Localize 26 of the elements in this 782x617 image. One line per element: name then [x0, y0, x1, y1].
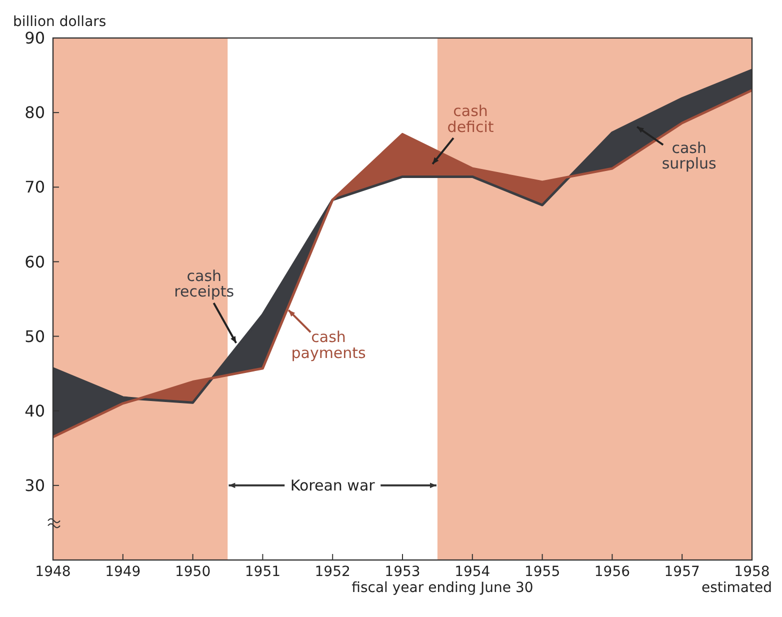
x-tick-label: 1952	[314, 564, 350, 580]
y-tick-label: 70	[24, 178, 45, 197]
x-axis-title: fiscal year ending June 30	[352, 580, 534, 596]
band-label: Korean war	[290, 476, 376, 495]
annotation: cash surplus	[662, 138, 717, 173]
x-tick-label: 1949	[105, 564, 141, 580]
x-tick-label: 1954	[454, 564, 490, 580]
x-tick-label: 1948	[35, 564, 71, 580]
y-tick-label: 90	[24, 28, 45, 48]
x-tick-label: 1953	[384, 564, 420, 580]
x-tick-label: 1955	[524, 564, 560, 580]
annotation: cash receipts	[174, 266, 234, 301]
y-tick-label: 40	[24, 401, 45, 420]
y-tick-label: 50	[24, 326, 45, 346]
text: estimated	[702, 580, 772, 596]
y-tick-label: 30	[24, 476, 45, 496]
x-tick-label: 1956	[594, 564, 630, 580]
annotation: cash payments	[291, 328, 366, 362]
annotation: cash deficit	[447, 102, 494, 136]
y-tick-label: 80	[24, 103, 45, 122]
x-tick-label: 1957	[664, 564, 700, 580]
x-tick-label: 1951	[244, 564, 281, 580]
x-tick-label: 1950	[174, 564, 211, 580]
y-axis-title: billion dollars	[13, 14, 106, 30]
y-tick-label: 60	[24, 252, 45, 272]
x-tick-label: 1958	[734, 564, 770, 580]
